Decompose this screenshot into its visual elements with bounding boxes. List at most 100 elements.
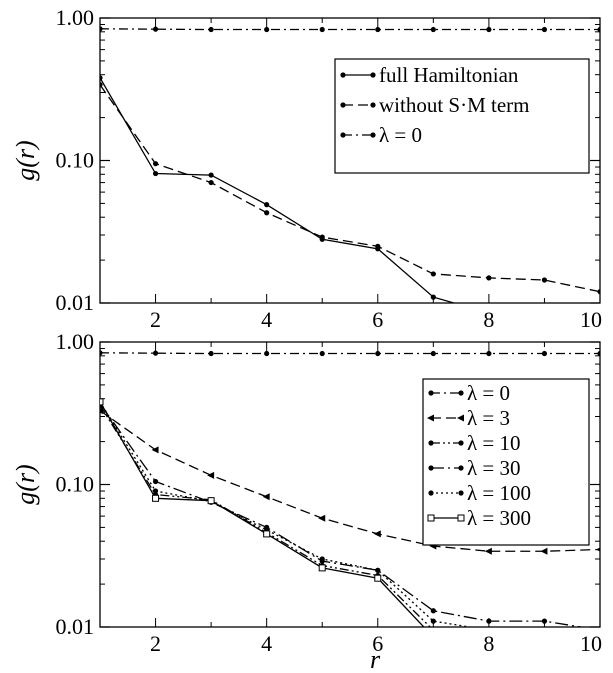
data-point-triangle	[596, 547, 600, 552]
y-tick-label: 0.01	[56, 290, 95, 315]
series-line	[100, 403, 585, 627]
data-point	[458, 390, 464, 396]
data-point-triangle	[207, 471, 215, 479]
data-point	[428, 490, 434, 496]
legend-label: without S·M term	[379, 93, 530, 117]
x-tick-label: 8	[483, 631, 494, 656]
data-point-square	[263, 530, 271, 538]
legend-label: λ = 300	[467, 506, 531, 530]
data-point-triangle	[318, 514, 326, 522]
y-axis-title: g(r)	[11, 464, 40, 504]
y-tick-label: 1.00	[56, 5, 95, 30]
data-point	[319, 234, 325, 240]
data-point	[542, 631, 547, 636]
data-point-square	[207, 497, 215, 505]
data-point	[152, 170, 159, 177]
data-point	[375, 567, 381, 573]
data-point	[597, 289, 600, 295]
data-point	[319, 350, 325, 357]
legend-label: λ = 100	[467, 481, 531, 505]
x-tick-label: 4	[261, 631, 272, 656]
x-tick-label: 8	[483, 307, 494, 332]
series-line	[100, 401, 425, 627]
data-point	[100, 350, 103, 356]
data-point	[340, 102, 346, 108]
data-point	[486, 26, 492, 33]
data-point-square	[457, 514, 465, 522]
data-point	[152, 478, 159, 485]
series-1	[100, 350, 600, 357]
series-line	[100, 401, 474, 627]
data-point-triangle	[484, 547, 492, 555]
x-tick-label: 10	[580, 631, 602, 656]
series-line	[100, 77, 457, 303]
data-point	[541, 618, 548, 624]
data-point	[430, 350, 436, 357]
chart-panel-2: 2 4 6 8 100.010.101.00g(r)rλ = 0λ = 3λ = 10λ…	[11, 329, 602, 673]
chart-panel-1: 2 4 6 8 10 0.01 0.10 1.00 g(r) full Hamiltonian wi…	[11, 5, 602, 332]
data-point	[430, 294, 436, 300]
x-tick-label: 2	[150, 307, 161, 332]
series-2	[100, 82, 600, 295]
legend: full Hamiltonian without S·M term λ = 0	[334, 58, 590, 174]
data-point	[340, 132, 346, 138]
data-point	[152, 488, 159, 494]
data-point	[541, 277, 548, 283]
legend-label: λ = 0	[379, 123, 422, 147]
data-point	[152, 26, 159, 32]
y-tick-label: 1.00	[56, 329, 95, 354]
data-point	[430, 618, 436, 624]
data-point	[152, 161, 159, 167]
data-point	[264, 210, 270, 216]
data-point	[264, 350, 270, 357]
data-point-square	[318, 564, 326, 572]
x-tick-label: 6	[372, 631, 383, 656]
data-point	[208, 26, 214, 33]
legend-label: λ = 0	[467, 381, 510, 405]
y-tick-label: 0.10	[56, 472, 95, 497]
series-line	[100, 352, 600, 355]
data-point	[370, 72, 376, 78]
x-tick-label: 10	[580, 307, 602, 332]
data-point	[370, 102, 376, 108]
data-point	[319, 26, 325, 33]
legend-box	[334, 58, 590, 174]
data-point	[428, 465, 434, 471]
plot-area	[100, 350, 600, 643]
data-point	[340, 72, 346, 78]
data-point-square	[427, 514, 435, 522]
data-point	[100, 82, 103, 88]
legend-label: full Hamiltonian	[379, 63, 519, 87]
y-axis-title: g(r)	[11, 140, 40, 180]
data-point-square	[430, 634, 436, 640]
data-point	[208, 350, 214, 357]
data-point	[375, 243, 381, 249]
data-point	[458, 440, 464, 446]
x-axis-title: r	[370, 645, 381, 673]
data-point-triangle	[540, 547, 548, 555]
data-point	[597, 26, 600, 33]
data-point	[542, 638, 547, 643]
data-point	[431, 628, 436, 633]
data-point	[458, 490, 464, 496]
data-point	[486, 350, 492, 357]
data-point	[264, 202, 270, 208]
series-1	[100, 75, 457, 303]
data-point	[486, 618, 492, 624]
data-point	[541, 350, 548, 357]
data-point-triangle	[427, 414, 434, 422]
x-tick-label: 2	[150, 631, 161, 656]
data-point-triangle	[262, 493, 270, 501]
y-tick-label: 0.10	[56, 148, 95, 173]
data-point	[458, 465, 464, 471]
data-point	[100, 26, 103, 32]
series-line	[100, 410, 600, 552]
series-line	[100, 84, 600, 293]
data-point	[430, 271, 436, 277]
data-point-square	[152, 494, 160, 502]
data-point	[208, 179, 214, 186]
data-point	[541, 26, 548, 33]
series-3	[100, 26, 600, 33]
x-tick-label: 4	[261, 307, 272, 332]
y-tick-label: 0.01	[56, 614, 95, 639]
